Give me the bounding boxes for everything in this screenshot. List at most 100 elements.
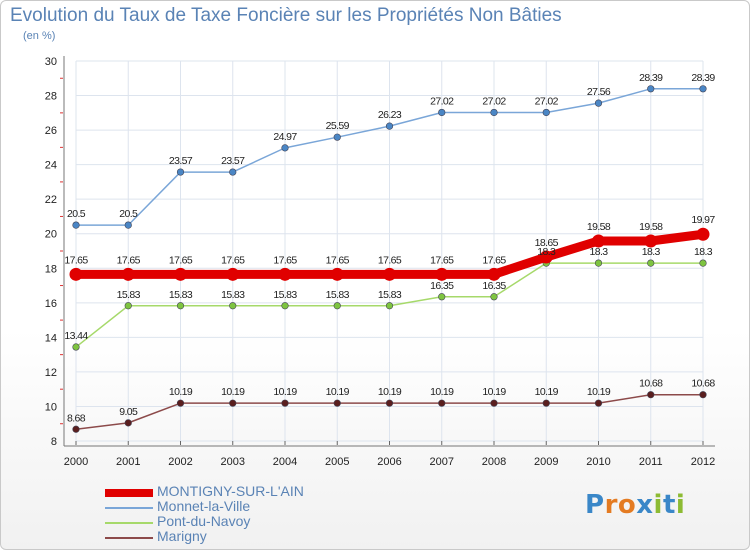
data-label-pont-du-navoy: 15.83 [378,289,402,301]
point-montigny-sur-l-ain [121,267,135,281]
data-label-marigny: 10.68 [639,378,663,390]
data-label-monnet-la-ville: 27.02 [430,95,454,107]
data-label-montigny-sur-l-ain: 19.97 [691,214,715,226]
x-tick-label: 2008 [482,456,506,468]
brand-letter: P [585,490,605,520]
data-label-pont-du-navoy: 16.35 [430,280,454,292]
y-tick-label: 30 [45,56,57,68]
y-tick-label: 14 [45,332,57,344]
point-pont-du-navoy [385,302,394,310]
point-montigny-sur-l-ain [592,234,605,248]
data-label-monnet-la-ville: 28.39 [691,72,715,84]
data-label-pont-du-navoy: 18.3 [589,246,608,258]
x-tick-label: 2006 [377,456,401,468]
point-marigny [72,425,80,433]
data-label-pont-du-navoy: 15.83 [221,289,245,301]
x-tick-label: 2000 [64,456,88,468]
legend-label-pont: Pont-du-Navoy [157,513,251,529]
point-montigny-sur-l-ain [383,267,396,281]
brand-letter: i [675,490,686,520]
x-tick-label: 2004 [273,456,297,468]
point-marigny [699,391,707,399]
data-label-marigny: 10.19 [482,386,506,398]
point-monnet-la-ville [229,168,237,176]
point-marigny [229,399,237,407]
point-pont-du-navoy [281,302,289,310]
point-montigny-sur-l-ain [435,267,449,281]
point-monnet-la-ville [281,144,289,152]
point-monnet-la-ville [124,221,132,229]
point-monnet-la-ville [438,108,446,117]
data-label-marigny: 9.05 [119,406,138,418]
data-label-montigny-sur-l-ain: 17.65 [117,254,141,266]
y-tick-label: 22 [45,194,57,206]
point-marigny [124,419,132,427]
x-tick-label: 2012 [691,456,715,468]
data-label-montigny-sur-l-ain: 19.58 [639,221,663,233]
y-tick-label: 20 [45,229,57,241]
data-label-monnet-la-ville: 25.59 [326,120,350,132]
data-label-montigny-sur-l-ain: 19.58 [587,221,611,233]
legend-swatch-montigny [105,489,153,497]
data-label-monnet-la-ville: 20.5 [67,208,86,220]
point-marigny [385,399,394,407]
legend-swatch-pont [105,522,153,524]
y-tick-label: 12 [45,367,57,379]
point-marigny [281,399,289,407]
point-montigny-sur-l-ain [278,267,292,281]
point-pont-du-navoy [594,259,603,267]
point-montigny-sur-l-ain [226,267,240,281]
point-monnet-la-ville [647,85,655,93]
point-monnet-la-ville [699,85,707,93]
point-monnet-la-ville [333,133,341,141]
x-tick-label: 2003 [221,456,245,468]
point-montigny-sur-l-ain [539,250,553,264]
data-label-pont-du-navoy: 15.83 [117,289,141,301]
data-label-montigny-sur-l-ain: 17.65 [378,254,402,266]
data-label-pont-du-navoy: 18.3 [694,246,713,258]
data-label-monnet-la-ville: 26.23 [378,109,402,121]
legend-label-marigny: Marigny [157,528,207,544]
data-label-montigny-sur-l-ain: 17.65 [273,254,297,266]
y-tick-label: 26 [45,125,57,137]
data-label-montigny-sur-l-ain: 17.65 [169,254,193,266]
point-marigny [333,399,341,407]
legend-swatch-monnet [105,507,153,509]
point-pont-du-navoy [229,302,237,310]
data-label-montigny-sur-l-ain: 17.65 [482,254,506,266]
y-tick-label: 10 [45,401,57,413]
y-tick-label: 8 [51,436,57,448]
series-lines [69,85,710,433]
point-pont-du-navoy [176,302,185,310]
point-marigny [594,399,603,407]
data-label-marigny: 10.68 [691,378,715,390]
axes: 8 10 12 14 16 18 20 22 24 26 28 30 2000 2001 2002 2003 2… [45,56,715,468]
data-labels: 20.5 20.5 23.57 23.57 24.97 25.59 26.23 27.02 27… [64,72,716,424]
data-label-monnet-la-ville: 23.57 [221,155,245,167]
point-montigny-sur-l-ain [644,234,658,248]
y-tick-label: 24 [45,160,57,172]
x-tick-label: 2001 [116,456,140,468]
data-label-marigny: 8.68 [67,412,86,424]
data-label-monnet-la-ville: 23.57 [169,155,193,167]
point-montigny-sur-l-ain [69,267,83,281]
point-pont-du-navoy [333,302,341,310]
data-label-pont-du-navoy: 16.35 [482,280,506,292]
brand-letter: t [662,490,676,520]
data-label-marigny: 10.19 [587,386,611,398]
point-marigny [438,399,446,407]
data-label-montigny-sur-l-ain: 17.65 [64,254,88,266]
brand-letter: x [636,490,654,520]
data-label-monnet-la-ville: 28.39 [639,72,663,84]
data-label-marigny: 10.19 [221,386,245,398]
data-label-monnet-la-ville: 20.5 [119,208,138,220]
data-label-montigny-sur-l-ain: 17.65 [430,254,454,266]
data-label-montigny-sur-l-ain: 17.65 [326,254,350,266]
legend-label-monnet: Monnet-la-Ville [157,498,251,514]
point-monnet-la-ville [542,108,550,117]
point-monnet-la-ville [176,168,185,176]
data-label-marigny: 10.19 [326,386,350,398]
brand-letter: i [653,490,663,520]
